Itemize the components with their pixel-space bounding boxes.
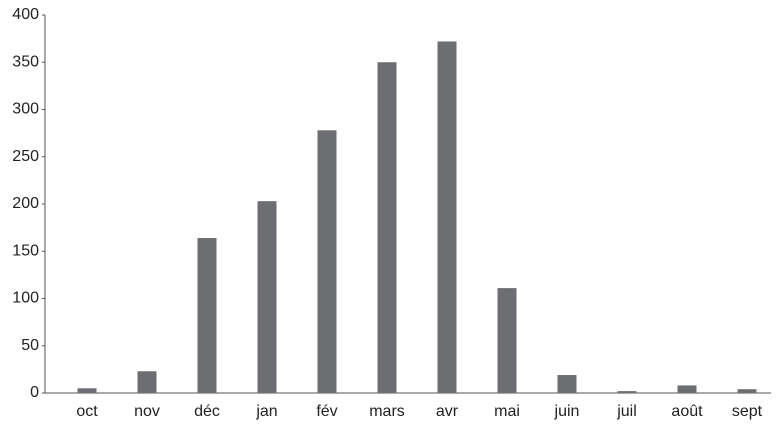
- y-tick-label: 100: [12, 290, 39, 307]
- y-tick-label: 250: [12, 148, 39, 165]
- y-tick-label: 400: [12, 6, 39, 23]
- y-tick-label: 200: [12, 195, 39, 212]
- x-tick-label: mars: [369, 403, 405, 420]
- x-tick-label: oct: [76, 403, 98, 420]
- bar: [317, 130, 337, 394]
- x-tick-label: déc: [194, 403, 220, 420]
- x-tick-label: mai: [494, 403, 520, 420]
- bar: [557, 375, 577, 393]
- bar: [497, 288, 517, 393]
- bar: [377, 62, 397, 393]
- y-tick-label: 300: [12, 101, 39, 118]
- y-tick-label: 350: [12, 53, 39, 70]
- bar: [257, 201, 277, 393]
- x-tick-label: jan: [255, 403, 277, 420]
- y-tick-label: 0: [30, 384, 39, 401]
- x-tick-label: fév: [316, 403, 337, 420]
- x-tick-label: avr: [436, 403, 459, 420]
- x-tick-label: juil: [616, 403, 637, 420]
- x-tick-label: sept: [732, 403, 763, 420]
- bar: [77, 388, 97, 393]
- bar: [737, 389, 757, 393]
- y-tick-label: 150: [12, 242, 39, 259]
- bar: [197, 238, 217, 393]
- bar: [677, 385, 697, 393]
- bar: [617, 391, 637, 393]
- bar: [437, 41, 457, 394]
- y-tick-label: 50: [21, 337, 39, 354]
- bar: [137, 371, 157, 393]
- x-tick-label: juin: [554, 403, 580, 420]
- x-tick-label: nov: [134, 403, 160, 420]
- x-tick-label: août: [671, 403, 703, 420]
